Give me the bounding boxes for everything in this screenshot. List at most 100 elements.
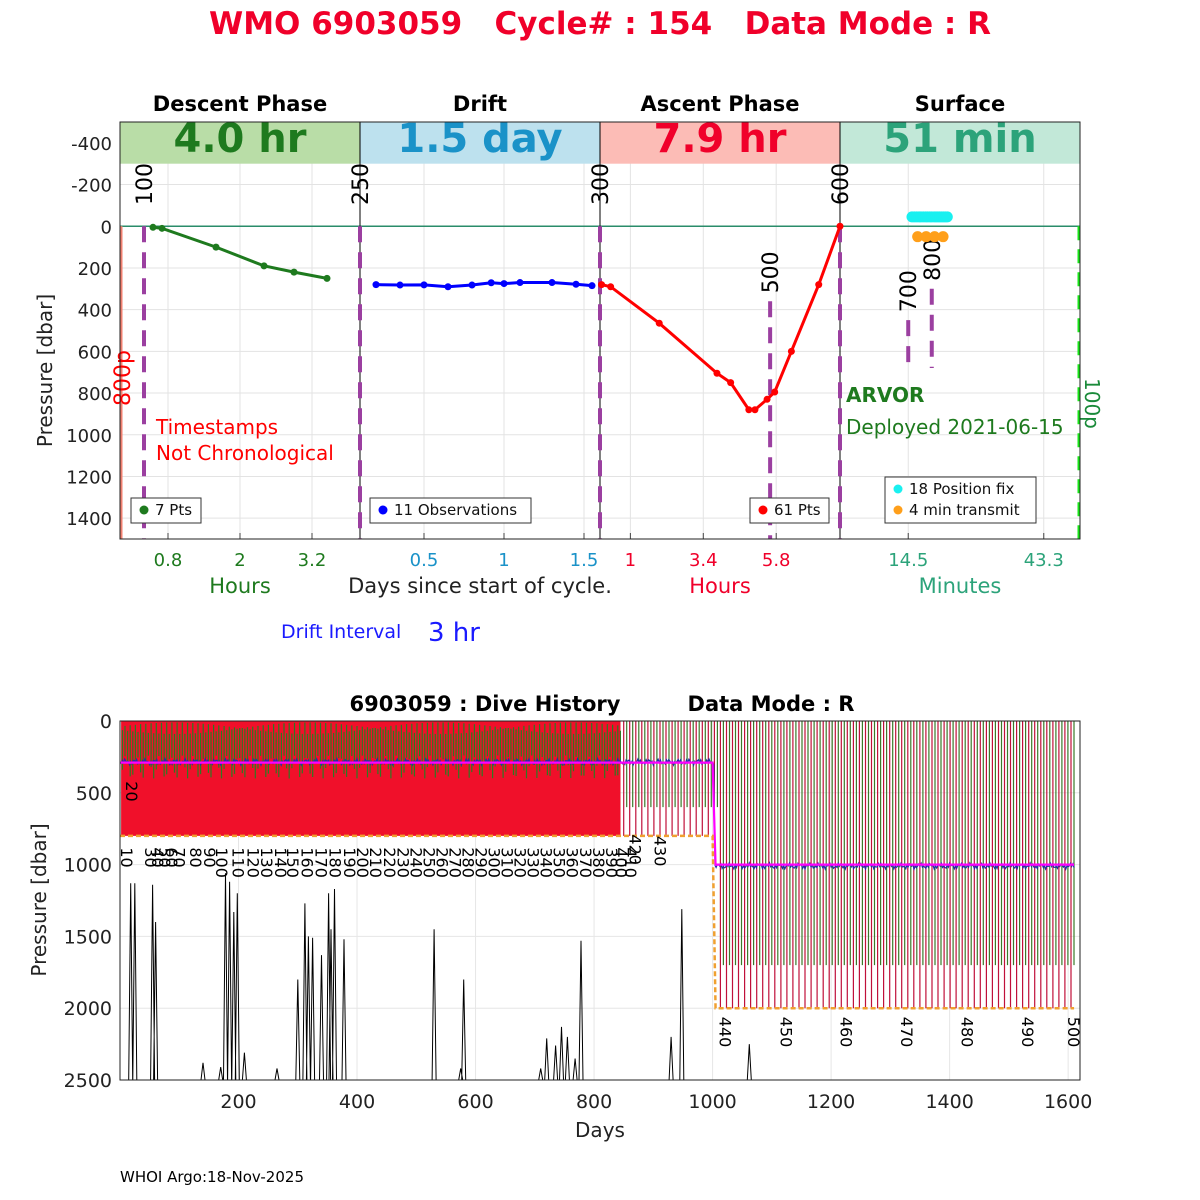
x-tick-label: 0.5 [410, 550, 439, 571]
cycle-number-label: 330 [524, 847, 543, 878]
data-point [420, 281, 428, 289]
cycle-marker-label: 250 [349, 163, 374, 205]
legend-marker [758, 505, 768, 515]
cycle-number-label: 20 [122, 781, 141, 801]
note-line: Not Chronological [156, 441, 334, 465]
data-point [290, 268, 298, 276]
cycle-number-label: 460 [837, 1017, 856, 1048]
x-tick-label: 1600 [1044, 1091, 1092, 1113]
data-point [158, 224, 166, 232]
data-point [920, 231, 932, 243]
cycle-number-label: 360 [563, 847, 582, 878]
cycle-number-label: 270 [445, 847, 464, 878]
cycle-number-label: 30 [141, 847, 160, 867]
phase-title: Drift [453, 92, 507, 116]
cycle-number-label: 480 [957, 1017, 976, 1048]
y-tick-label: 1200 [66, 467, 112, 488]
y-tick-label: 0 [101, 217, 112, 238]
x-unit-label: Hours [209, 574, 271, 598]
side-label: 800p [111, 350, 136, 406]
phase-banner [840, 122, 1080, 164]
cycle-number-label: 130 [257, 847, 276, 878]
y-axis-label: Pressure [dbar] [33, 294, 57, 447]
cycle-number-label: 10 [117, 847, 136, 867]
note-line: Timestamps [155, 415, 278, 439]
data-point [607, 283, 615, 291]
cycle-marker-label: 600 [829, 163, 854, 205]
x-tick-label: 1200 [807, 1091, 855, 1113]
float-type: ARVOR [846, 383, 924, 407]
cycle-number-label: 60 [162, 847, 181, 867]
data-point [751, 406, 759, 414]
cycle-number-label: 440 [716, 1017, 735, 1048]
chart-title: 6903059 : Dive History [350, 692, 621, 716]
descent-profiles [121, 722, 621, 779]
x-tick-label: 200 [220, 1091, 256, 1113]
legend-label: 4 min transmit [909, 501, 1020, 519]
data-point [372, 281, 380, 289]
data-point [815, 281, 823, 289]
series-line [375, 281, 593, 289]
park-pressure-line [120, 761, 1075, 866]
y-tick-label: 400 [78, 301, 112, 322]
x-tick-label: 1 [625, 550, 636, 571]
cycle-number-label: 90 [200, 847, 219, 867]
legend-label: 7 Pts [155, 501, 192, 519]
y-axis-label: Pressure [dbar] [27, 823, 51, 976]
data-point [941, 211, 953, 223]
cycle-number-label: 290 [471, 847, 490, 878]
cycle-number-label: 180 [326, 847, 345, 878]
cycle-number-label: 390 [602, 847, 621, 878]
cycle-number-label: 120 [243, 847, 262, 878]
data-point [468, 281, 476, 289]
phase-duration: 4.0 hr [174, 116, 307, 162]
cycle-number-label: 50 [155, 847, 174, 867]
y-tick-label: 200 [78, 259, 112, 280]
x-unit-label: Hours [689, 574, 751, 598]
surface-end-label: 100p [1080, 378, 1104, 429]
data-point [516, 279, 524, 287]
cycle-number-label: 420 [626, 834, 645, 865]
legend-box [369, 497, 532, 524]
cycle-number-label: 350 [550, 847, 569, 878]
dive-history-chart: 200 400 600 800 1000 1200 1400 1600 0 500 1000 1500… [27, 692, 1092, 1142]
cycle-marker-label: 500 [759, 251, 784, 293]
ascent-profiles [121, 721, 621, 836]
late-descent-profiles [626, 721, 1075, 966]
y-tick-label: 600 [78, 342, 112, 363]
x-tick-label: 1000 [688, 1091, 736, 1113]
cycle-number-label: 260 [432, 847, 451, 878]
cycle-marker-label: 100 [133, 163, 158, 205]
drift-interval-value: 3 hr [428, 618, 480, 648]
x-axis-label: Days since start of cycle. [348, 574, 612, 598]
x-tick-label: 1400 [925, 1091, 973, 1113]
y-tick-label: 800 [78, 384, 112, 405]
data-point [260, 262, 268, 270]
x-tick-label: 1 [498, 550, 509, 571]
phase-title: Surface [915, 92, 1005, 116]
legend-label: 61 Pts [774, 501, 821, 519]
x-tick-label: 400 [339, 1091, 375, 1113]
legend-label: 18 Position fix [909, 480, 1014, 498]
data-point [212, 243, 220, 251]
cycle-number-label: 310 [498, 847, 517, 878]
cycle-number-label: 320 [511, 847, 530, 878]
cycle-number-label: 300 [485, 847, 504, 878]
data-point [598, 281, 606, 289]
max-depth-spikes [128, 873, 752, 1081]
data-point [836, 222, 844, 230]
data-point [487, 279, 495, 287]
data-point [763, 395, 771, 403]
cycle-number-label: 490 [1018, 1017, 1037, 1048]
data-point [745, 406, 753, 414]
cycle-marker-label: 800 [921, 239, 946, 281]
cycle-number-label: 190 [340, 847, 359, 878]
y-tick-label: -400 [71, 134, 112, 155]
cycle-marker-label: 300 [589, 163, 614, 205]
cycle-number-label: 470 [897, 1017, 916, 1048]
cycle-number-label: 280 [458, 847, 477, 878]
data-point [572, 280, 580, 288]
y-tick-label: 1400 [66, 509, 112, 530]
legend-box [884, 476, 1037, 524]
